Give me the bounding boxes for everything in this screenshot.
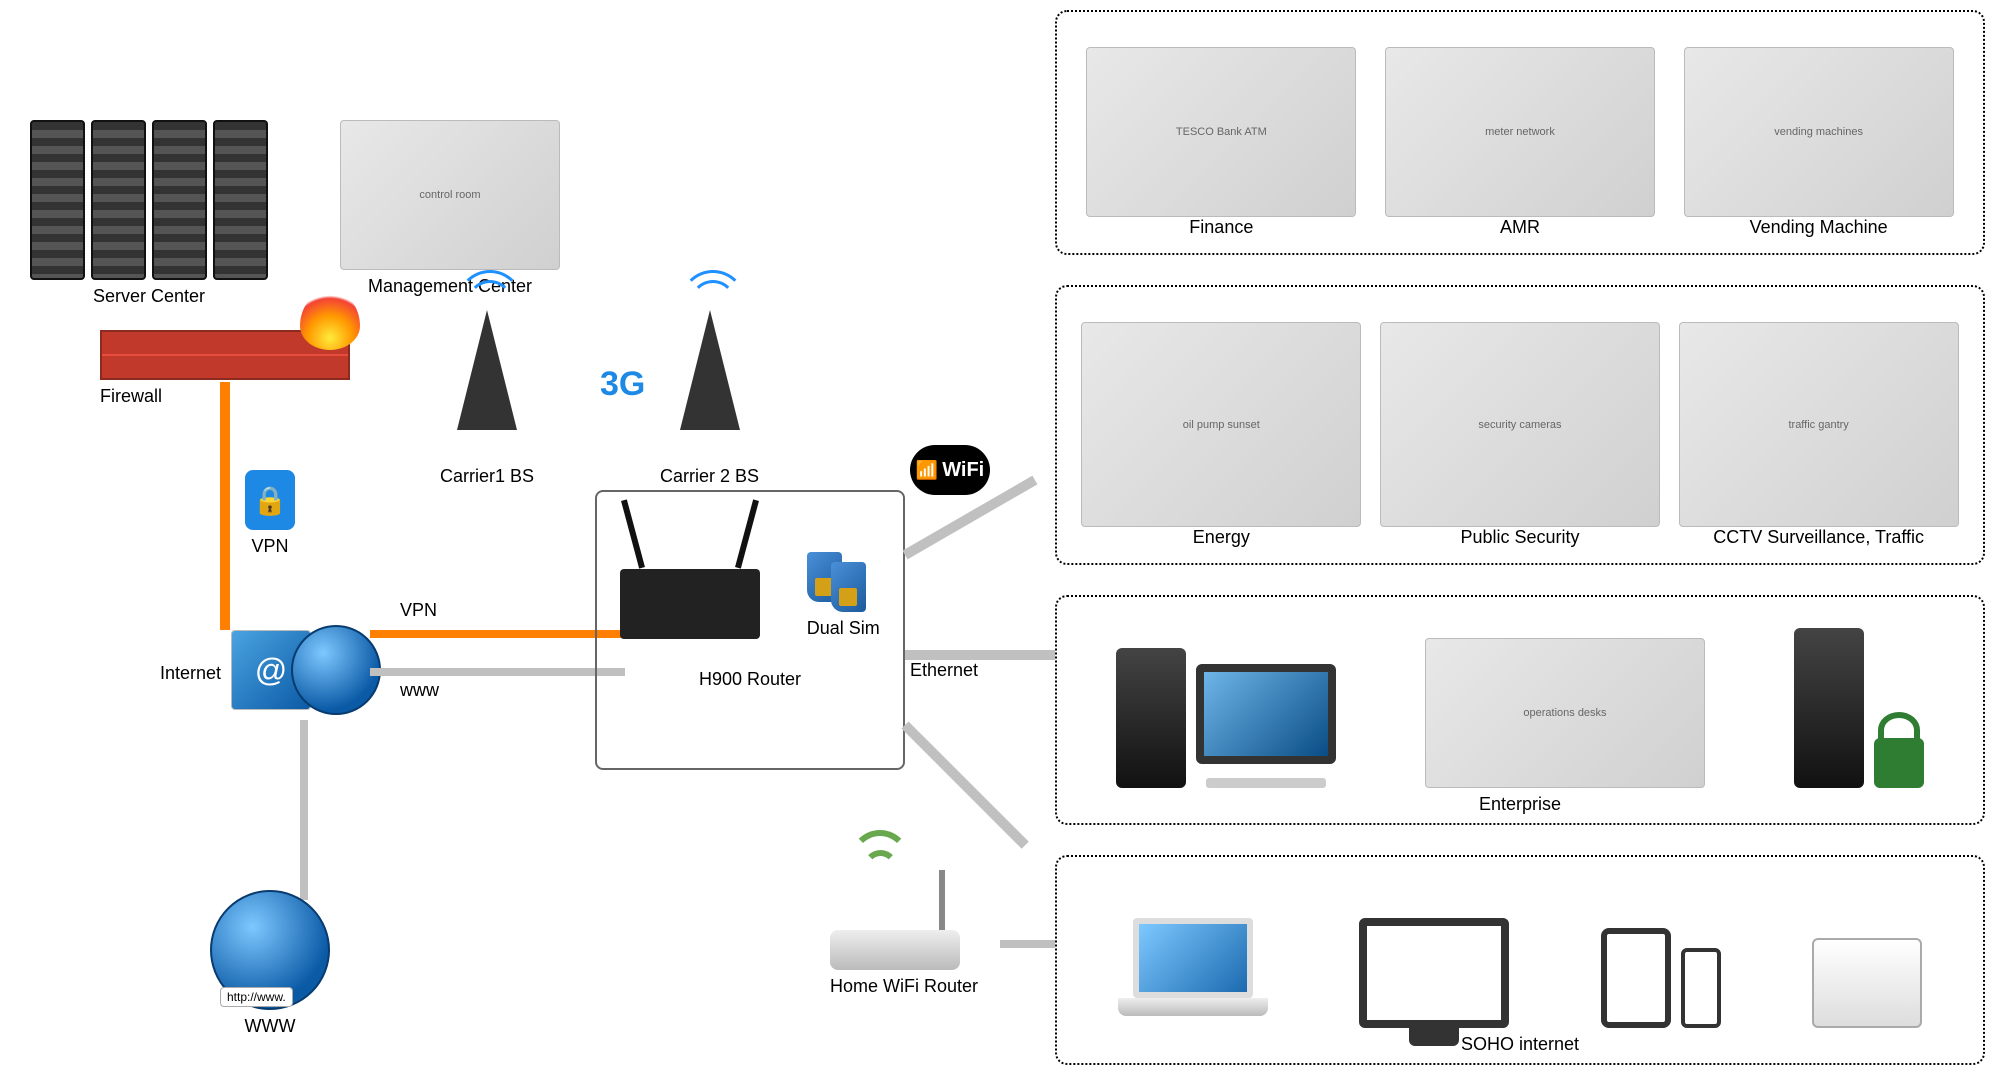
globe-icon	[291, 625, 381, 715]
vpn-badge-node: 🔒 VPN	[245, 470, 295, 557]
finance-label: Finance	[1086, 217, 1356, 238]
www-node: http://www. WWW	[210, 890, 330, 1037]
home-router-node: Home WiFi Router	[830, 910, 978, 997]
carrier1-label: Carrier1 BS	[440, 466, 534, 487]
link-firewall-internet	[220, 382, 230, 630]
home-router-icon	[830, 930, 960, 970]
ethernet-label: Ethernet	[910, 660, 978, 681]
management-center-node: control room Management Center	[340, 120, 560, 297]
cctv-item: traffic gantry CCTV Surveillance, Traffi…	[1679, 322, 1959, 548]
threeg-label: 3G	[600, 365, 645, 404]
carrier2-node: Carrier 2 BS	[660, 310, 759, 487]
carrier1-node: Carrier1 BS	[440, 310, 534, 487]
group-finance: TESCO Bank ATM Finance meter network AMR…	[1055, 10, 1985, 255]
amr-label: AMR	[1385, 217, 1655, 238]
internet-node: Internet @	[160, 625, 381, 715]
soho-label: SOHO internet	[1057, 1034, 1983, 1055]
tv-monitor-icon	[1359, 918, 1509, 1028]
finance-item: TESCO Bank ATM Finance	[1086, 47, 1356, 238]
link-router-ethernet	[905, 650, 1055, 660]
security-item: security cameras Public Security	[1380, 322, 1660, 548]
internet-label: Internet	[160, 663, 221, 684]
management-center-label: Management Center	[340, 276, 560, 297]
server-center-label: Server Center	[30, 286, 268, 307]
server-center-node: Server Center	[30, 120, 268, 307]
security-label: Public Security	[1380, 527, 1660, 548]
vpn-link-label: VPN	[400, 600, 437, 621]
sim-icon	[831, 562, 866, 612]
dual-sim-label: Dual Sim	[807, 618, 880, 639]
www-label: WWW	[210, 1016, 330, 1037]
link-internet-www	[300, 720, 308, 900]
link-internet-router-vpn	[370, 630, 625, 638]
traffic-cam-icon: traffic gantry	[1679, 322, 1959, 527]
ip-phone-icon	[1812, 938, 1922, 1028]
group-energy: oil pump sunset Energy security cameras …	[1055, 285, 1985, 565]
laptop-icon	[1118, 918, 1268, 1028]
atm-icon: TESCO Bank ATM	[1086, 47, 1356, 217]
server-lock-icon	[1794, 628, 1924, 788]
vending-item: vending machines Vending Machine	[1684, 47, 1954, 238]
meters-icon: meter network	[1385, 47, 1655, 217]
http-banner: http://www.	[220, 987, 293, 1007]
link-router-soho	[901, 721, 1028, 848]
dual-sim-group: Dual Sim	[807, 552, 880, 639]
energy-label: Energy	[1081, 527, 1361, 548]
desktop-pc-icon	[1116, 648, 1336, 788]
cctv-label: CCTV Surveillance, Traffic	[1679, 527, 1959, 548]
link-homerouter-soho	[1000, 940, 1055, 948]
wifi-badge-icon: 📶 WiFi	[910, 445, 990, 495]
group-soho: SOHO internet	[1055, 855, 1985, 1065]
management-center-icon: control room	[340, 120, 560, 270]
flame-icon	[300, 290, 360, 350]
vpn-badge-label: VPN	[245, 536, 295, 557]
enterprise-label: Enterprise	[1057, 794, 1983, 815]
tablet-phone-icon	[1601, 928, 1721, 1028]
amr-item: meter network AMR	[1385, 47, 1655, 238]
link-internet-router-www	[370, 668, 625, 676]
group-enterprise: operations desks Enterprise	[1055, 595, 1985, 825]
camera-pole-icon: security cameras	[1380, 322, 1660, 527]
server-racks-icon	[30, 120, 268, 280]
carrier2-label: Carrier 2 BS	[660, 466, 759, 487]
lock-icon: 🔒	[245, 470, 295, 530]
tower-icon	[680, 310, 740, 430]
tower-icon	[457, 310, 517, 430]
home-router-label: Home WiFi Router	[830, 976, 978, 997]
wifi-arc-icon	[863, 850, 898, 885]
h900-label: H900 Router	[597, 669, 903, 690]
www-link-label: www	[400, 680, 439, 701]
noc-desks-icon: operations desks	[1425, 638, 1705, 788]
energy-item: oil pump sunset Energy	[1081, 322, 1361, 548]
wifi-badge-label: WiFi	[942, 459, 984, 482]
vending-icon: vending machines	[1684, 47, 1954, 217]
h900-router-box: Dual Sim H900 Router	[595, 490, 905, 770]
router-device-icon	[620, 569, 760, 639]
vending-label: Vending Machine	[1684, 217, 1954, 238]
oil-pump-icon: oil pump sunset	[1081, 322, 1361, 527]
